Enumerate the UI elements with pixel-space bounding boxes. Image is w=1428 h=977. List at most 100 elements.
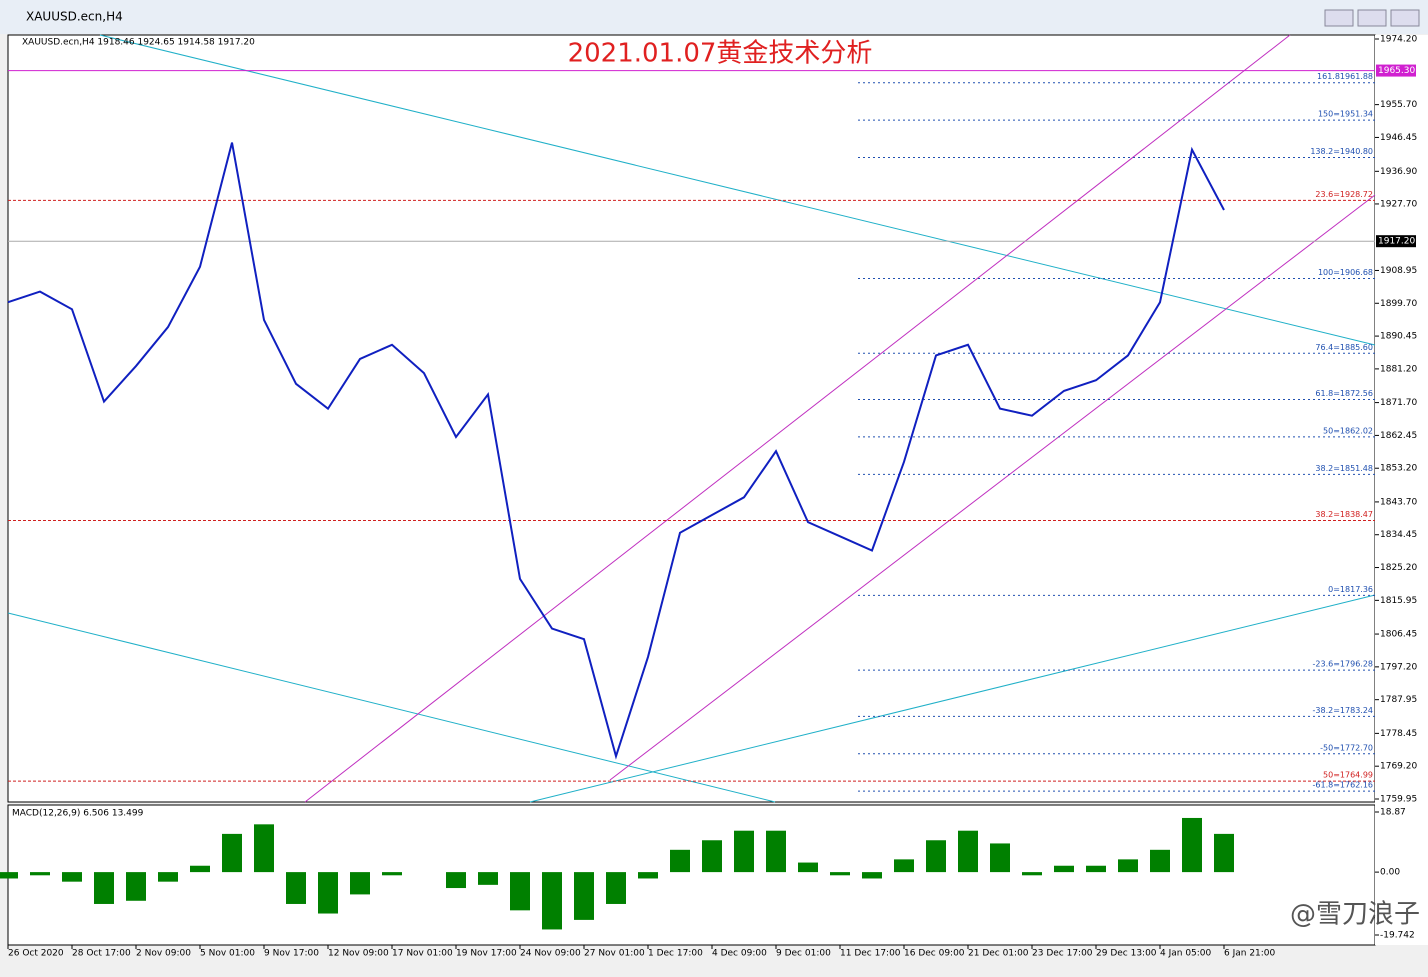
x-tick-label: 4 Jan 05:00 xyxy=(1160,949,1212,959)
marker-label: 1917.20 xyxy=(1378,237,1415,247)
x-tick-label: 26 Oct 2020 xyxy=(8,949,64,959)
x-tick-label: 23 Dec 17:00 xyxy=(1032,949,1093,959)
x-tick-label: 28 Oct 17:00 xyxy=(72,949,131,959)
fib-label: 61.8=1872.56 xyxy=(1315,389,1373,398)
fib-label: 0=1817.36 xyxy=(1328,585,1373,594)
x-tick-label: 24 Nov 09:00 xyxy=(520,949,581,959)
trend-line xyxy=(529,594,1376,803)
macd-bar xyxy=(446,872,466,889)
macd-bar xyxy=(606,872,626,904)
macd-bar xyxy=(478,872,498,885)
y-tick-label: 1778.45 xyxy=(1380,729,1417,739)
fib-label: -23.6=1796.28 xyxy=(1313,660,1373,669)
y-tick-label: 1908.95 xyxy=(1380,266,1417,276)
fib-label: 100=1906.68 xyxy=(1318,268,1373,277)
macd-bar xyxy=(222,833,242,873)
macd-bar xyxy=(318,872,338,914)
macd-bar xyxy=(1086,865,1106,873)
trend-line xyxy=(7,612,776,803)
fib-label: 50=1764.99 xyxy=(1323,771,1373,780)
y-tick-label: 1806.45 xyxy=(1380,630,1417,640)
minimize-button[interactable] xyxy=(1324,9,1354,27)
x-tick-label: 21 Dec 01:00 xyxy=(968,949,1029,959)
fib-label: 138.2=1940.80 xyxy=(1310,147,1373,156)
marker-box xyxy=(1376,235,1416,248)
title-bar xyxy=(0,0,1428,34)
macd-label: MACD(12,26,9) 6.506 13.499 xyxy=(12,809,144,819)
macd-bar xyxy=(1118,859,1138,873)
macd-bar xyxy=(574,872,594,920)
macd-bar xyxy=(990,843,1010,873)
x-tick-label: 12 Nov 09:00 xyxy=(328,949,389,959)
marker-label: 1965.30 xyxy=(1378,66,1415,76)
y-tick-label: 0.00 xyxy=(1380,868,1400,878)
y-tick-label: 1871.70 xyxy=(1380,398,1417,408)
macd-bar xyxy=(30,872,50,876)
y-tick-label: -19.742 xyxy=(1380,931,1415,941)
macd-bar xyxy=(190,865,210,873)
macd-bar xyxy=(382,872,402,876)
close-button[interactable] xyxy=(1390,9,1420,27)
y-tick-label: 1862.45 xyxy=(1380,431,1417,441)
chart-title: 2021.01.07黄金技术分析 xyxy=(568,39,873,69)
window-title: XAUUSD.ecn,H4 xyxy=(26,10,123,24)
macd-bar xyxy=(126,872,146,901)
y-tick-label: 1927.70 xyxy=(1380,199,1417,209)
fib-label: 38.2=1838.47 xyxy=(1315,510,1373,519)
watermark: @雪刀浪子 xyxy=(1290,900,1420,930)
x-tick-label: 11 Dec 17:00 xyxy=(840,949,901,959)
y-tick-label: 18.87 xyxy=(1380,808,1406,818)
fib-label: 50=1862.02 xyxy=(1323,426,1373,435)
fib-label: 76.4=1885.60 xyxy=(1315,343,1373,352)
y-tick-label: 1946.45 xyxy=(1380,133,1417,143)
y-tick-label: 1769.20 xyxy=(1380,762,1417,772)
chart-header: XAUUSD.ecn,H4 1918.46 1924.65 1914.58 19… xyxy=(22,38,255,48)
macd-bar xyxy=(286,872,306,904)
macd-bar xyxy=(1214,833,1234,873)
macd-bar xyxy=(158,872,178,882)
y-tick-label: 1936.90 xyxy=(1380,167,1417,177)
x-tick-label: 19 Nov 17:00 xyxy=(456,949,517,959)
y-tick-label: 1955.70 xyxy=(1380,100,1417,110)
macd-bar xyxy=(766,830,786,873)
macd-bar xyxy=(1182,817,1202,873)
macd-bar xyxy=(734,830,754,873)
macd-bar xyxy=(894,859,914,873)
macd-bar xyxy=(254,824,274,873)
price-pane xyxy=(7,34,1376,803)
macd-bar xyxy=(94,872,114,904)
y-tick-label: 1825.20 xyxy=(1380,563,1417,573)
maximize-button[interactable] xyxy=(1357,9,1387,27)
macd-bar xyxy=(798,862,818,873)
x-tick-label: 29 Dec 13:00 xyxy=(1096,949,1157,959)
y-tick-label: 1815.95 xyxy=(1380,596,1417,606)
y-tick-label: 1787.95 xyxy=(1380,695,1417,705)
y-tick-label: 1843.70 xyxy=(1380,497,1417,507)
macd-bar xyxy=(1054,865,1074,873)
macd-bar xyxy=(702,840,722,873)
x-tick-label: 16 Dec 09:00 xyxy=(904,949,965,959)
macd-bar xyxy=(542,872,562,930)
y-tick-label: 1797.20 xyxy=(1380,662,1417,672)
price-axis xyxy=(1375,35,1428,945)
macd-bar xyxy=(1022,872,1042,876)
x-tick-label: 6 Jan 21:00 xyxy=(1224,949,1276,959)
y-tick-label: 1853.20 xyxy=(1380,464,1417,474)
x-tick-label: 4 Dec 09:00 xyxy=(712,949,767,959)
y-tick-label: 1974.20 xyxy=(1380,35,1417,45)
fib-label: 23.6=1928.72 xyxy=(1315,190,1373,199)
price-line xyxy=(7,142,1225,760)
fib-label: 38.2=1851.48 xyxy=(1315,464,1373,473)
channel-line xyxy=(304,34,1291,803)
macd-bar xyxy=(638,872,658,879)
channel-line xyxy=(609,194,1376,781)
fib-label: -61.8=1762.16 xyxy=(1313,781,1373,790)
y-tick-label: 1890.45 xyxy=(1380,332,1417,342)
x-tick-label: 2 Nov 09:00 xyxy=(136,949,191,959)
y-tick-label: 1899.70 xyxy=(1380,299,1417,309)
macd-pane xyxy=(7,804,1376,946)
macd-bar xyxy=(350,872,370,895)
macd-bar xyxy=(958,830,978,873)
x-tick-label: 5 Nov 01:00 xyxy=(200,949,255,959)
